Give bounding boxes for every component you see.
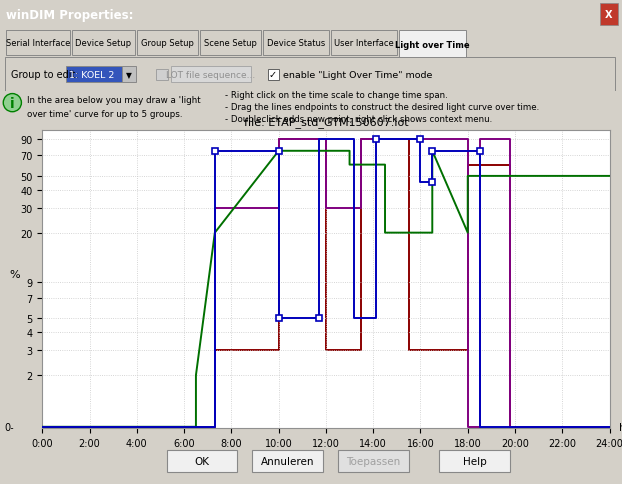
Text: Toepassen: Toepassen (346, 456, 401, 466)
Text: Group to edit:: Group to edit: (11, 70, 78, 80)
Text: Annuleren: Annuleren (261, 456, 315, 466)
Text: over time' curve for up to 5 groups.: over time' curve for up to 5 groups. (27, 110, 183, 119)
Text: OK: OK (195, 456, 210, 466)
Text: Light over Time: Light over Time (395, 41, 470, 49)
Text: ▼: ▼ (126, 71, 132, 79)
FancyBboxPatch shape (170, 67, 251, 83)
Text: winDIM Properties:: winDIM Properties: (6, 9, 134, 21)
Text: Scene Setup: Scene Setup (204, 39, 257, 48)
FancyBboxPatch shape (6, 31, 70, 56)
FancyBboxPatch shape (262, 31, 329, 56)
FancyBboxPatch shape (399, 31, 465, 59)
Text: - Doubleclick adds new point, right click shows context menu.: - Doubleclick adds new point, right clic… (225, 115, 493, 124)
Text: Serial Interface: Serial Interface (6, 39, 70, 48)
FancyBboxPatch shape (167, 450, 237, 472)
FancyBboxPatch shape (65, 67, 128, 83)
Text: ✓: ✓ (269, 70, 277, 80)
FancyBboxPatch shape (137, 31, 198, 56)
Text: Help: Help (463, 456, 486, 466)
Text: enable "Light Over Time" mode: enable "Light Over Time" mode (283, 71, 432, 79)
FancyBboxPatch shape (157, 70, 167, 81)
Y-axis label: %: % (9, 270, 20, 280)
Text: In the area below you may draw a 'light: In the area below you may draw a 'light (27, 96, 201, 105)
Text: Device Setup: Device Setup (75, 39, 131, 48)
FancyBboxPatch shape (253, 450, 323, 472)
FancyBboxPatch shape (600, 4, 618, 26)
FancyBboxPatch shape (267, 70, 279, 81)
Text: - Drag the lines endpoints to construct the desired light curve over time.: - Drag the lines endpoints to construct … (225, 103, 539, 112)
FancyBboxPatch shape (5, 58, 615, 92)
Text: - Right click on the time scale to change time span.: - Right click on the time scale to chang… (225, 91, 448, 100)
Text: User Interface: User Interface (334, 39, 394, 48)
Text: 0-: 0- (4, 422, 14, 432)
FancyBboxPatch shape (338, 450, 409, 472)
FancyBboxPatch shape (122, 67, 136, 83)
Text: Device Status: Device Status (267, 39, 325, 48)
Text: LOT file sequence...: LOT file sequence... (167, 71, 256, 79)
Text: h: h (619, 422, 622, 432)
Title: file: ETAP_std_GTM150607.lot: file: ETAP_std_GTM150607.lot (244, 117, 408, 128)
Text: i: i (10, 96, 15, 110)
Text: 1: KOEL 2: 1: KOEL 2 (68, 71, 114, 79)
Text: Group Setup: Group Setup (141, 39, 194, 48)
FancyBboxPatch shape (72, 31, 135, 56)
FancyBboxPatch shape (200, 31, 261, 56)
Text: X: X (605, 10, 613, 20)
FancyBboxPatch shape (439, 450, 510, 472)
FancyBboxPatch shape (331, 31, 397, 56)
